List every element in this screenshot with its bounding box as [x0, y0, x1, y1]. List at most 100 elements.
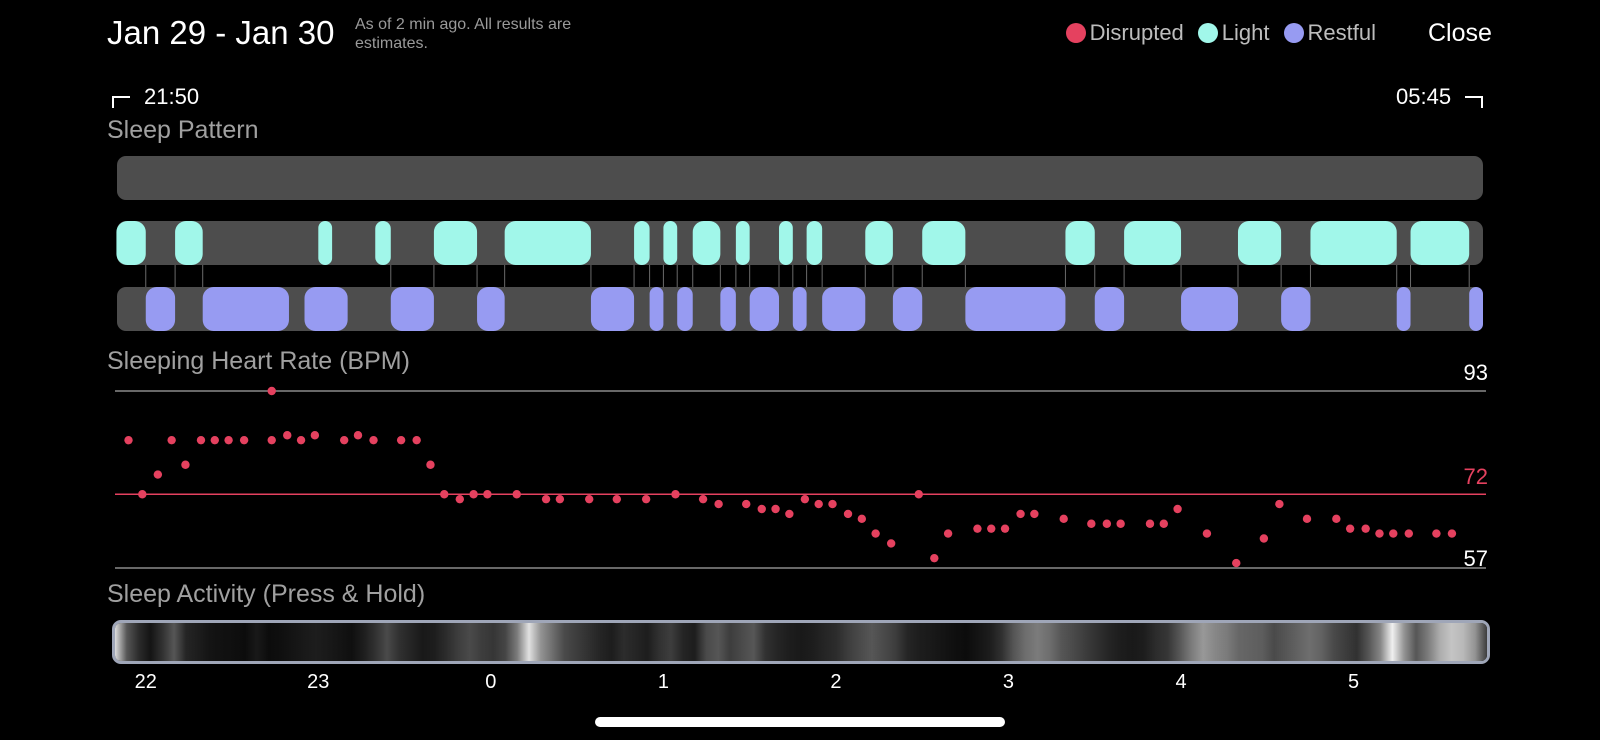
sleep-activity-scrubber[interactable]: [112, 620, 1490, 664]
light-segment: [865, 221, 893, 265]
heart-rate-point: [153, 470, 163, 479]
heart-rate-point: [138, 490, 147, 499]
sleep-pattern-heading: Sleep Pattern: [107, 116, 259, 144]
legend: Disrupted Light Restful: [1052, 20, 1376, 46]
heart-rate-point: [1173, 504, 1182, 514]
restful-segment: [590, 287, 635, 331]
legend-item-restful: Restful: [1283, 20, 1376, 46]
estimate-note: As of 2 min ago. All results are estimat…: [355, 16, 572, 52]
disrupted-dot-icon: [1065, 23, 1086, 43]
heart-rate-point: [1259, 534, 1269, 543]
light-segment: [504, 221, 591, 265]
light-segment: [375, 221, 391, 265]
heart-rate-point: [671, 490, 680, 499]
heart-rate-point: [1016, 509, 1025, 519]
heart-rate-point: [1375, 529, 1384, 538]
restful-segment: [1469, 287, 1483, 331]
restful-segment: [304, 287, 348, 331]
restful-segment: [390, 287, 434, 331]
heart-rate-point: [973, 524, 982, 533]
light-segment: [175, 221, 203, 265]
heart-rate-point: [857, 514, 867, 524]
hour-tick-label: 23: [307, 671, 330, 693]
heart-rate-point: [1302, 514, 1312, 524]
legend-item-disrupted: Disrupted: [1065, 20, 1184, 46]
heart-rate-point: [1432, 529, 1441, 538]
light-segment: [1065, 221, 1095, 265]
restful-segment: [145, 287, 176, 331]
light-segment: [663, 221, 678, 265]
heart-rate-point: [871, 529, 880, 538]
heart-rate-point: [843, 509, 853, 519]
heart-rate-point: [353, 431, 363, 440]
hour-tick-label: 1: [657, 671, 669, 693]
end-time-label: 05:45: [1396, 84, 1452, 109]
heart-rate-point: [1361, 524, 1370, 533]
heart-rate-point: [914, 490, 923, 499]
light-segment: [433, 221, 478, 265]
heart-rate-point: [943, 529, 953, 538]
heart-rate-point: [412, 435, 421, 445]
heart-rate-point: [771, 504, 780, 514]
light-segment: [735, 221, 750, 265]
heart-rate-chart: [115, 386, 1486, 569]
close-button[interactable]: Close: [1428, 19, 1492, 47]
heart-rate-point: [310, 431, 320, 440]
heart-rate-point: [698, 494, 708, 504]
restful-segment: [965, 287, 1066, 331]
heart-rate-point: [585, 494, 594, 504]
light-segment: [779, 221, 793, 265]
heart-rate-point: [210, 435, 219, 445]
heart-rate-max-point: [267, 386, 276, 396]
end-time: 05:45: [1396, 84, 1484, 110]
heart-rate-point: [483, 490, 492, 499]
heart-rate-point: [612, 494, 622, 504]
start-bracket-icon: [112, 96, 130, 108]
legend-label-restful: Restful: [1307, 20, 1376, 45]
light-segment: [692, 221, 721, 265]
heart-rate-point: [987, 524, 996, 533]
light-dot-icon: [1197, 23, 1218, 43]
restful-segment: [677, 287, 693, 331]
light-segment: [634, 221, 650, 265]
legend-label-disrupted: Disrupted: [1089, 20, 1184, 45]
end-bracket-icon: [1465, 96, 1484, 108]
heart-rate-point: [124, 435, 133, 445]
heart-rate-point: [1275, 499, 1284, 509]
heart-rate-point: [1059, 514, 1068, 524]
heart-rate-point: [426, 460, 435, 469]
legend-label-light: Light: [1221, 20, 1270, 45]
restful-segment: [749, 287, 780, 331]
heart-rate-average: 72: [1463, 464, 1488, 489]
heart-rate-point: [1202, 529, 1212, 538]
sleep-activity-heading: Sleep Activity (Press & Hold): [107, 580, 426, 608]
light-segment: [1237, 221, 1282, 265]
light-segment: [116, 221, 146, 265]
date-range-title: Jan 29 - Jan 30: [107, 14, 335, 51]
heart-rate-point: [196, 435, 206, 445]
heart-rate-point: [1345, 524, 1355, 533]
heart-rate-max: 93: [1463, 360, 1488, 385]
hour-tick-label: 0: [485, 671, 497, 693]
heart-rate-point: [224, 435, 233, 445]
heart-rate-point: [555, 494, 565, 504]
heart-rate-point: [1404, 529, 1414, 538]
heart-rate-point: [296, 435, 306, 445]
hour-tick-label: 4: [1175, 671, 1187, 693]
hour-tick-label: 22: [134, 671, 157, 693]
restful-segment: [202, 287, 289, 331]
hour-tick-label: 2: [830, 671, 842, 693]
heart-rate-point: [369, 435, 378, 445]
heart-rate-point: [267, 435, 276, 445]
start-time-label: 21:50: [144, 84, 200, 109]
light-segment: [1124, 221, 1182, 265]
heart-rate-point: [396, 435, 406, 445]
heart-rate-point: [283, 431, 292, 440]
heart-rate-point: [1030, 509, 1039, 519]
light-segment: [1310, 221, 1397, 265]
sleep-charts: [115, 156, 1486, 569]
heart-rate-point: [814, 499, 823, 509]
heart-rate-point: [641, 494, 651, 504]
home-indicator[interactable]: [595, 717, 1005, 727]
heart-rate-point: [541, 494, 551, 504]
